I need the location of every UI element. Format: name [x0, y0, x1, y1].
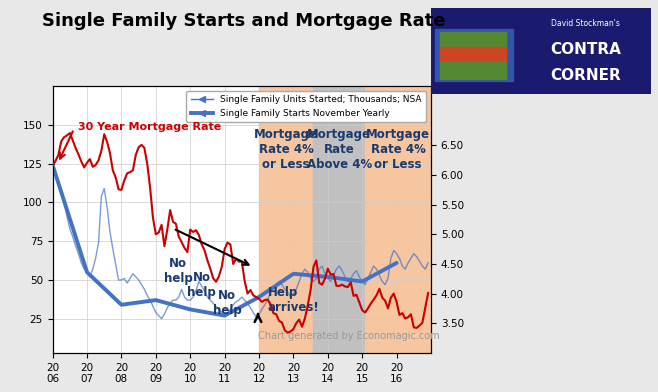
Text: No
help: No help	[187, 271, 216, 299]
Bar	[440, 32, 506, 78]
Text: No
help: No help	[164, 257, 193, 285]
Text: Help
arrives!: Help arrives!	[268, 287, 319, 314]
Bar	[436, 29, 513, 81]
Text: CONTRA: CONTRA	[550, 42, 620, 57]
Text: No
help: No help	[213, 289, 241, 317]
Text: David Stockman's: David Stockman's	[551, 19, 620, 28]
Text: 30 Year Mortgage Rate: 30 Year Mortgage Rate	[78, 122, 222, 132]
Text: Chart generated by Economagic.com: Chart generated by Economagic.com	[258, 331, 440, 341]
Text: CORNER: CORNER	[550, 67, 620, 83]
Text: Mortgage
Rate
Above 4%: Mortgage Rate Above 4%	[307, 128, 372, 171]
Bar	[313, 86, 365, 353]
Text: Single Family Starts and Mortgage Rate: Single Family Starts and Mortgage Rate	[41, 12, 445, 30]
Bar	[259, 86, 313, 353]
Text: Mortgage
Rate 4%
or Less: Mortgage Rate 4% or Less	[254, 128, 318, 171]
Text: Mortgage
Rate 4%
or Less: Mortgage Rate 4% or Less	[366, 128, 430, 171]
Bar	[440, 47, 506, 60]
Bar	[365, 86, 431, 353]
Legend: Single Family Units Started; Thousands; NSA, Single Family Starts November Yearl: Single Family Units Started; Thousands; …	[186, 91, 426, 122]
